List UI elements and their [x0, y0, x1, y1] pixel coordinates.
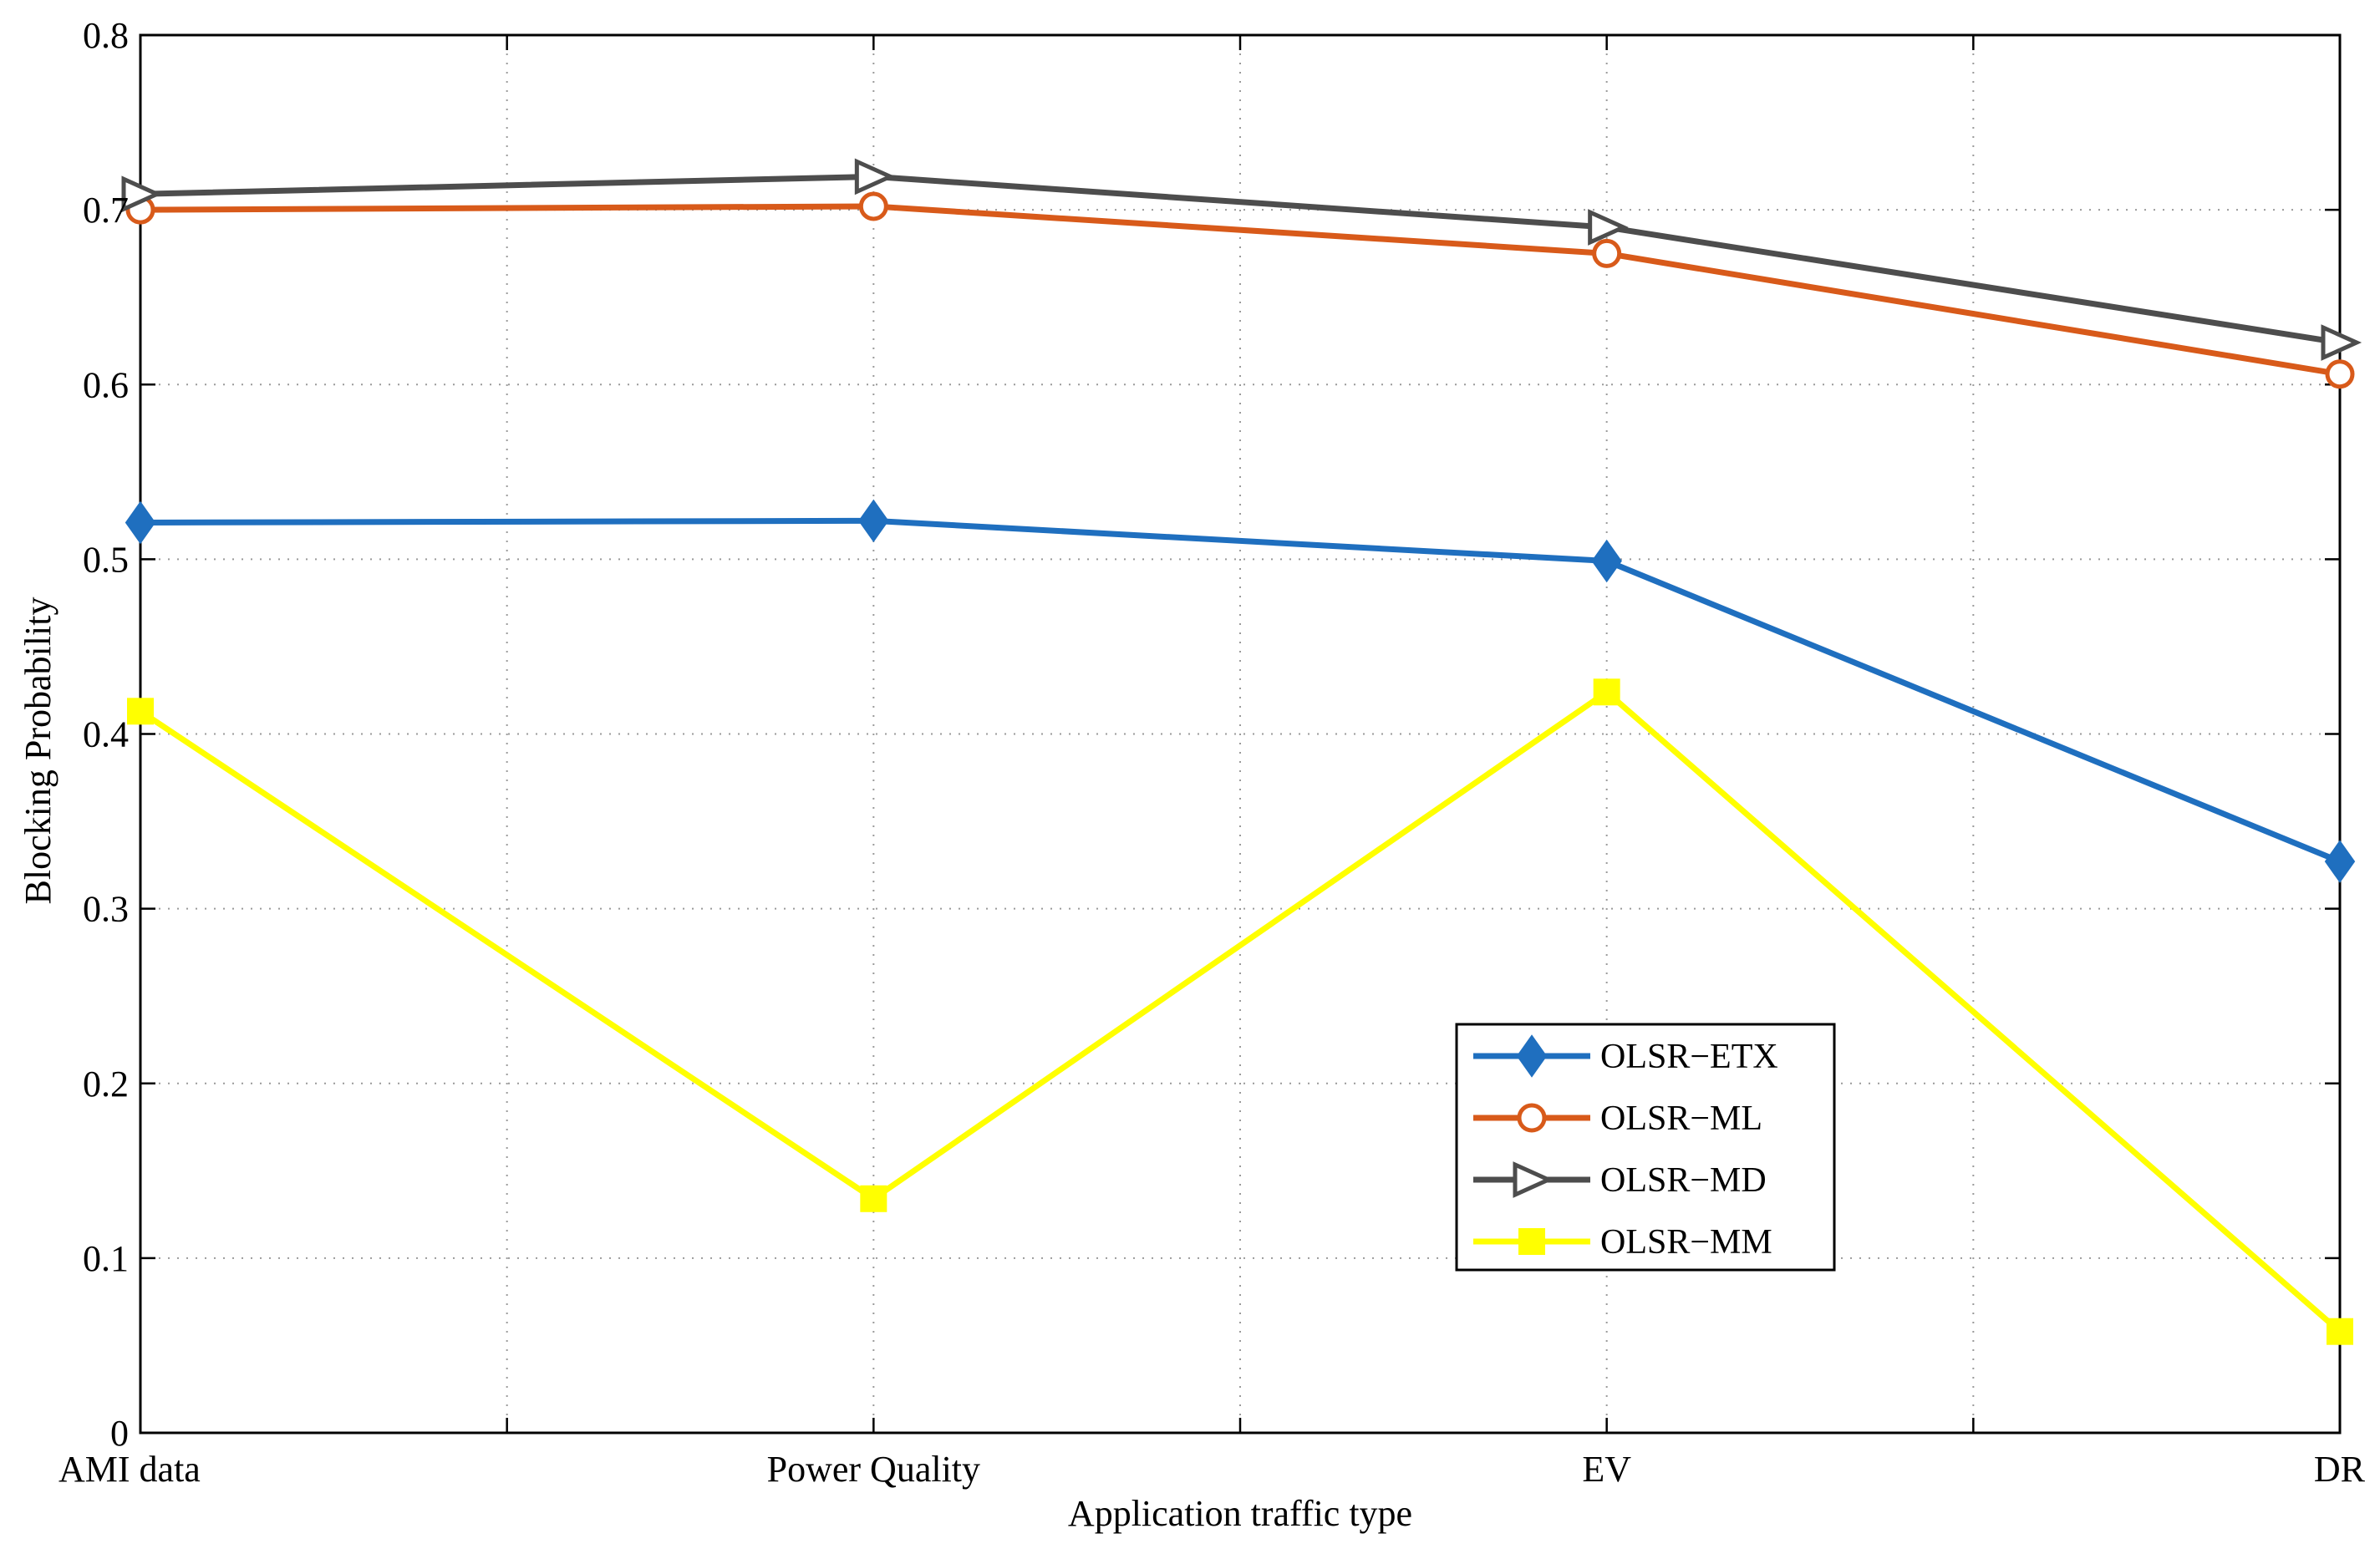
y-tick-label: 0.4 — [83, 714, 129, 755]
series-line — [140, 173, 2341, 346]
series-line — [140, 517, 2342, 865]
legend-item: OLSR−MM — [1473, 1223, 1772, 1262]
y-tick-label: 0.2 — [83, 1064, 129, 1105]
data-point — [858, 499, 889, 543]
x-axis-title: Application traffic type — [1068, 1493, 1412, 1534]
legend-marker — [1518, 1228, 1545, 1255]
legend-marker — [1517, 1103, 1547, 1133]
y-tick-label: 0.1 — [83, 1238, 129, 1279]
legend-label: OLSR−ETX — [1600, 1038, 1778, 1076]
legend-marker — [1516, 1034, 1548, 1078]
legend-item: OLSR−MD — [1473, 1161, 1767, 1200]
data-point — [1592, 238, 1622, 268]
data-point — [854, 158, 896, 196]
x-tick-label: EV — [1582, 1449, 1631, 1490]
data-point — [858, 191, 888, 221]
y-tick-label: 0.6 — [83, 364, 129, 405]
grid — [140, 35, 2340, 1433]
x-tick-label: AMI data — [58, 1449, 201, 1490]
data-point — [125, 500, 156, 545]
data-point — [1591, 539, 1622, 583]
data-point — [1588, 209, 1629, 246]
legend-item: OLSR−ML — [1473, 1099, 1762, 1138]
legend-label: OLSR−MD — [1600, 1161, 1767, 1200]
legend-marker — [1513, 1161, 1554, 1198]
data-point — [2327, 1318, 2353, 1345]
tick-labels: 0 0.1 0.2 0.3 0.4 0.5 0.6 0.7 0.8 AMI data Power Q… — [58, 15, 2366, 1490]
data-point — [2321, 324, 2362, 361]
series-2 — [121, 158, 2362, 361]
y-tick-label: 0.3 — [83, 889, 129, 930]
legend: OLSR−ETX OLSR−ML OLSR−MD OLSR−MM — [1455, 1023, 1836, 1272]
series-3 — [127, 678, 2353, 1345]
series-line — [140, 203, 2341, 378]
y-tick-label: 0.5 — [83, 539, 129, 580]
y-tick-label: 0.7 — [83, 190, 129, 231]
x-tick-label: Power Quality — [767, 1449, 980, 1490]
series-0 — [125, 499, 2356, 883]
legend-label: OLSR−ML — [1600, 1099, 1762, 1138]
data-point — [2325, 359, 2355, 389]
data-point — [2324, 840, 2356, 883]
data-point — [127, 698, 154, 725]
y-axis-title: Blocking Probability — [18, 597, 58, 905]
axis-ticks — [140, 33, 2340, 1435]
x-tick-label: DR — [2314, 1449, 2366, 1490]
data-point — [121, 175, 163, 213]
y-tick-label: 0.8 — [83, 15, 129, 56]
series-1 — [125, 191, 2355, 389]
data-point — [860, 1185, 887, 1212]
y-tick-label: 0 — [110, 1413, 129, 1454]
legend-label: OLSR−MM — [1600, 1223, 1772, 1262]
data-point — [1593, 678, 1620, 706]
legend-item: OLSR−ETX — [1473, 1034, 1778, 1078]
series-group — [121, 158, 2362, 1345]
series-line — [139, 688, 2342, 1334]
